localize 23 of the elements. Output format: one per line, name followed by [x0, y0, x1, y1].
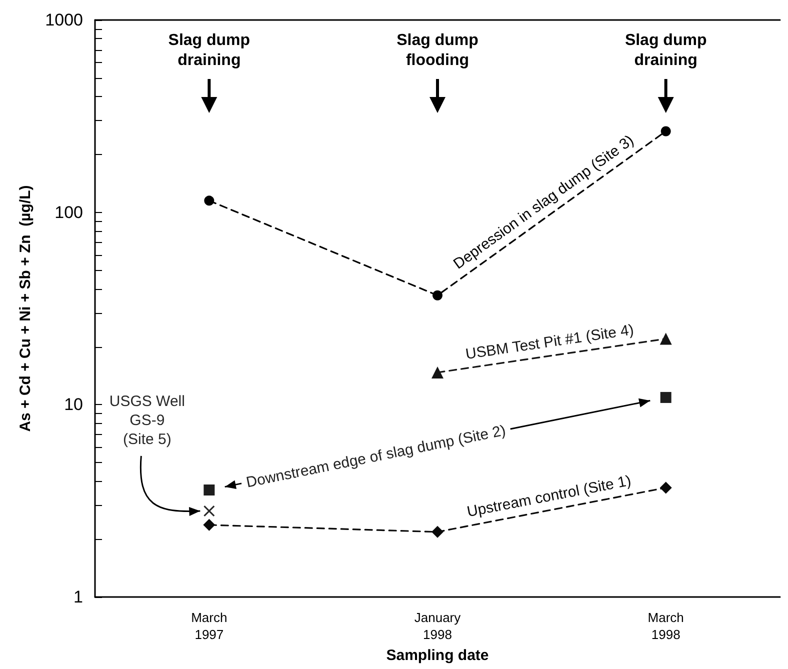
x-tick-label: March 1998: [648, 610, 684, 642]
x-axis-title: Sampling date: [386, 646, 489, 664]
y-axis-title: As + Cd + Cu + Ni + Sb + Zn (µg/L): [17, 185, 34, 432]
point: [203, 518, 216, 531]
point: [204, 505, 215, 516]
x-tick-label: January 1998: [414, 610, 462, 642]
point: [432, 290, 442, 300]
point: [432, 526, 444, 538]
x-tick-label: March 1997: [191, 610, 228, 642]
point: [204, 196, 214, 206]
text: USGS Well GS-9 (Site 5): [109, 392, 185, 448]
annotation: Slag dump flooding: [396, 32, 479, 69]
y-tick-label: 1: [74, 588, 83, 606]
y-tick-label: 10: [64, 395, 83, 414]
y-tick-label: 1000: [45, 10, 83, 30]
point: [660, 126, 671, 136]
point: [660, 482, 672, 494]
point: [660, 392, 672, 403]
text: USBM Test Pit #1 (Site 4): [464, 321, 635, 364]
annotation: Slag dump draining: [624, 32, 707, 69]
y-tick-label: 100: [54, 202, 83, 222]
annotation: Slag dump draining: [168, 32, 250, 69]
point: [204, 484, 215, 496]
